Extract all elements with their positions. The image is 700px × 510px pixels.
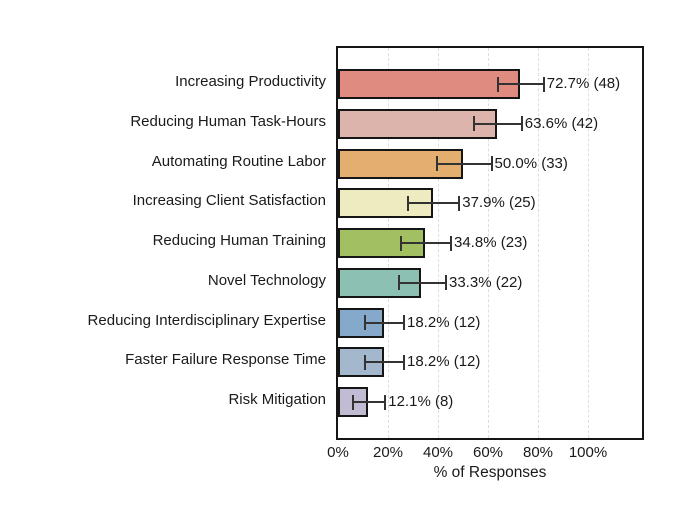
gridline-80 (538, 48, 539, 438)
x-tick-label: 100% (568, 444, 608, 461)
x-axis-title: % of Responses (433, 464, 547, 481)
value-label: 72.7% (48) (546, 75, 621, 92)
value-label: 18.2% (12) (407, 353, 481, 371)
bar (338, 69, 520, 99)
error-cap-low (407, 195, 410, 211)
error-bar (397, 281, 445, 284)
error-cap-low (352, 394, 355, 410)
error-bar (400, 242, 450, 244)
plot-area: 72.7% (48) 63.6% (42) 50.0% (33) 37.9% (25)… (336, 46, 644, 440)
value-label: 18.2% (12) (407, 313, 481, 331)
category-label: Automating Routine Labor (151, 152, 326, 170)
error-bar (364, 321, 403, 324)
category-label: Increasing Productivity (175, 73, 326, 90)
x-tick-label: 20% (372, 444, 404, 461)
x-tick-label: 40% (422, 444, 454, 461)
value-label: 50.0% (33) (494, 154, 568, 172)
error-bar (407, 202, 459, 205)
error-cap-high (403, 354, 405, 370)
category-label: Reducing Human Training (152, 232, 326, 249)
value-label: 33.3% (22) (449, 273, 523, 291)
x-tick-label: 0% (327, 444, 349, 461)
x-axis-tick-labels: 0% 20% 40% 60% 80% 100% (0, 444, 700, 464)
error-cap-low (435, 156, 438, 171)
category-label: Reducing Interdisciplinary Expertise (87, 311, 326, 329)
category-label: Faster Failure Response Time (125, 351, 326, 369)
category-label: Risk Mitigation (228, 391, 326, 408)
bar (338, 108, 497, 139)
error-cap-high (450, 235, 452, 251)
error-cap-high (458, 195, 461, 211)
error-cap-high (542, 76, 545, 92)
gridline-100 (588, 48, 589, 438)
category-label: Novel Technology (207, 271, 326, 289)
x-tick-label: 80% (522, 444, 554, 461)
error-cap-high (445, 275, 447, 291)
error-cap-low (496, 76, 499, 92)
y-axis-category-labels: Increasing Productivity Reducing Human Ta… (0, 46, 331, 436)
error-cap-high (384, 394, 387, 410)
category-label: Increasing Client Satisfaction (132, 192, 326, 210)
error-cap-high (520, 116, 523, 132)
error-bar (435, 162, 491, 165)
value-label: 12.1% (8) (388, 393, 454, 410)
error-cap-low (364, 315, 366, 330)
error-cap-low (397, 275, 400, 291)
error-bar (352, 401, 385, 403)
error-cap-low (400, 235, 402, 251)
category-label: Reducing Human Task-Hours (130, 112, 326, 130)
value-label: 37.9% (25) (462, 194, 536, 212)
gridline-60 (488, 48, 489, 438)
error-bar (364, 361, 403, 364)
error-cap-high (490, 156, 493, 171)
error-cap-low (473, 116, 476, 132)
error-cap-high (403, 315, 405, 330)
x-tick-label: 60% (472, 444, 504, 461)
value-label: 63.6% (42) (524, 114, 599, 132)
value-label: 34.8% (23) (454, 234, 528, 251)
error-bar (496, 83, 543, 85)
error-cap-low (364, 354, 366, 370)
error-bar (473, 122, 521, 125)
